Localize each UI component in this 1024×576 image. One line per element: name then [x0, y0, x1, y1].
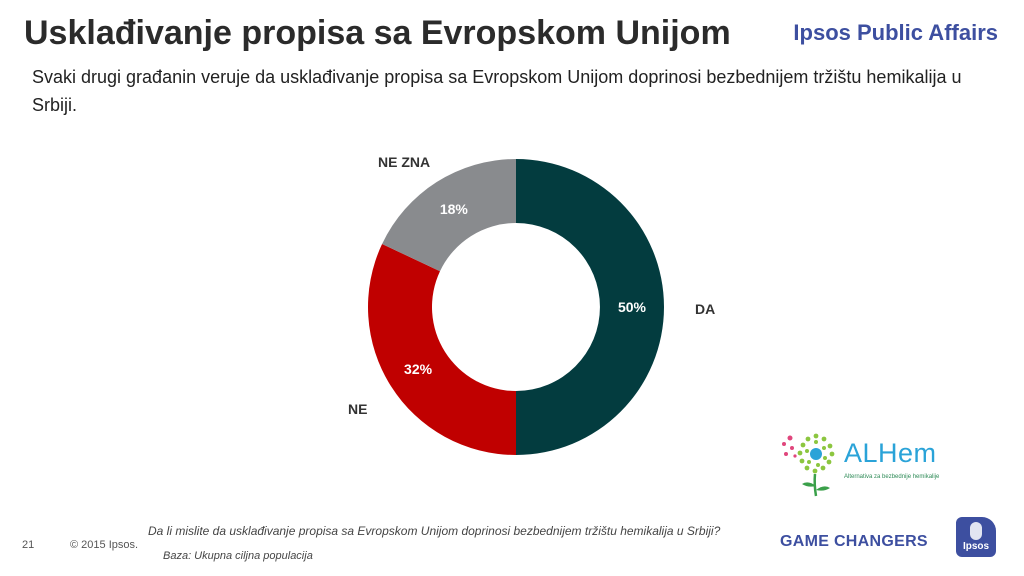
slice-value-label: 50% [618, 299, 647, 315]
ipsos-logo-text: Ipsos [962, 541, 990, 552]
game-changers-tagline: GAME CHANGERS [780, 533, 928, 550]
ipsos-logo: Ipsos [956, 517, 996, 557]
slice-category-label: NE [348, 401, 367, 417]
survey-question: Da li mislite da usklađivanje propisa sa… [148, 524, 721, 538]
alhem-tagline: Alternativa za bezbednije hemikalije [844, 474, 940, 480]
ipsos-mark-icon [970, 522, 982, 540]
slice-category-label: NE ZNA [378, 154, 430, 170]
alhem-logo: ALHem Alternativa za bezbednije hemikali… [778, 428, 958, 498]
flower-icon [782, 433, 835, 497]
page-subtitle: Svaki drugi građanin veruje da usklađiva… [32, 67, 962, 115]
alhem-wordmark: ALHem [844, 438, 937, 468]
survey-base: Baza: Ukupna ciljna populacija [163, 550, 313, 562]
donut-slice-ne [367, 243, 516, 455]
page-title: Usklađivanje propisa sa Evropskom Unijom [24, 14, 731, 52]
slice-category-label: DA [695, 301, 715, 317]
donut-slice-da [516, 159, 664, 455]
slice-value-label: 18% [440, 201, 469, 217]
slice-value-label: 32% [404, 361, 433, 377]
copyright: © 2015 Ipsos. [70, 539, 139, 551]
brand-name: Ipsos Public Affairs [793, 20, 998, 45]
page-number: 21 [22, 539, 35, 551]
donut-slice-ne-zna [382, 159, 516, 272]
